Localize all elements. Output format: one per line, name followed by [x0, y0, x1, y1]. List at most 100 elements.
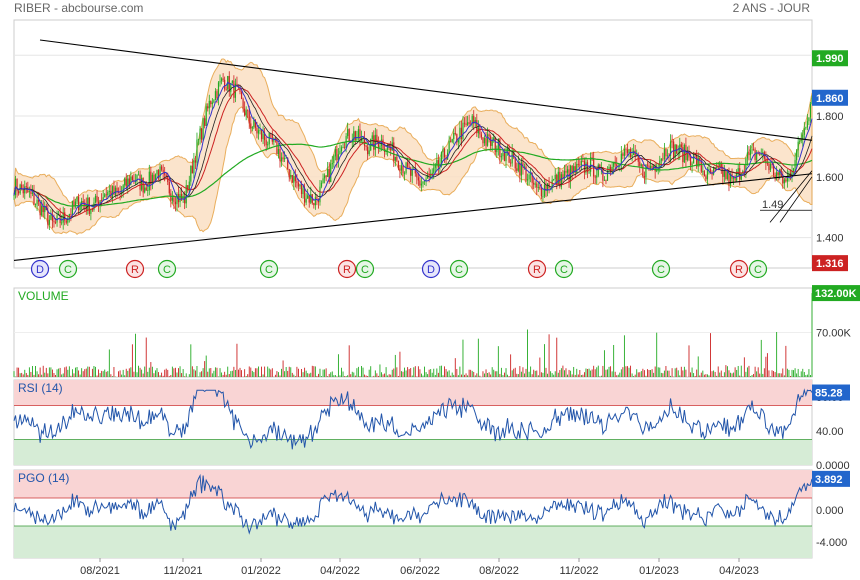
- price-candle: [453, 132, 455, 140]
- price-candle: [74, 201, 77, 207]
- price-candle: [161, 166, 163, 170]
- price-candle: [34, 204, 37, 205]
- price-candle: [806, 121, 808, 128]
- price-candle: [562, 174, 564, 179]
- signal-label: R: [343, 264, 351, 276]
- price-candle: [751, 149, 753, 151]
- pgo-tick-label: 0.000: [816, 505, 844, 517]
- price-candle: [320, 182, 323, 187]
- price-candle: [67, 218, 69, 223]
- price-candle: [525, 166, 527, 181]
- price-candle: [732, 176, 735, 179]
- price-candle: [257, 130, 260, 134]
- price-candle: [596, 175, 598, 178]
- price-candle: [356, 137, 358, 141]
- price-candle: [588, 171, 590, 173]
- price-candle: [734, 176, 736, 181]
- price-candle: [254, 120, 256, 128]
- price-candle: [513, 151, 515, 158]
- price-candle: [491, 140, 493, 146]
- signal-label: D: [36, 264, 44, 276]
- price-candle: [179, 193, 181, 203]
- price-candle: [354, 131, 356, 141]
- price-candle: [417, 177, 419, 181]
- signal-label: C: [455, 264, 463, 276]
- price-candle: [654, 165, 656, 172]
- price-candle: [280, 157, 283, 162]
- price-candle: [589, 157, 592, 172]
- price-candle: [756, 152, 758, 160]
- price-candle: [47, 210, 49, 225]
- price-candle: [514, 157, 516, 169]
- price-candle: [577, 163, 579, 165]
- price-candle: [39, 201, 41, 216]
- volume-badge: [812, 285, 860, 302]
- price-candle: [706, 169, 709, 180]
- x-tick-label: 08/2022: [479, 565, 519, 577]
- price-candle: [631, 154, 633, 157]
- price-candle: [333, 156, 335, 163]
- price-candle: [506, 147, 509, 151]
- price-candle: [299, 184, 301, 187]
- price-candle: [396, 156, 398, 161]
- price-candle: [182, 197, 184, 200]
- price-candle: [156, 170, 158, 175]
- price-candle: [490, 136, 492, 146]
- price-candle: [771, 163, 773, 165]
- price-candle: [765, 158, 767, 164]
- price-candle: [669, 141, 672, 156]
- price-candle: [13, 195, 15, 196]
- volume-tick-label: 70.00K: [816, 328, 852, 340]
- price-candle: [313, 203, 315, 206]
- price-candle: [236, 83, 238, 87]
- price-candle: [585, 162, 587, 173]
- chart-period: 2 ANS - JOUR: [732, 1, 810, 15]
- price-candle: [437, 160, 439, 168]
- price-candle: [460, 127, 463, 140]
- price-candle: [643, 176, 646, 178]
- signal-marker: [421, 259, 441, 279]
- price-candle: [714, 167, 716, 169]
- price-candle: [716, 166, 718, 168]
- price-candle: [136, 175, 138, 182]
- price-candle: [486, 134, 489, 146]
- price-candle: [33, 192, 35, 205]
- price-candle: [677, 152, 679, 154]
- price-candle: [554, 174, 556, 179]
- price-candle: [712, 167, 715, 175]
- price-candle: [48, 219, 50, 225]
- price-candle: [51, 214, 54, 221]
- price-candle: [665, 149, 667, 157]
- price-candle: [230, 83, 232, 92]
- price-candle: [217, 82, 220, 99]
- price-candle: [479, 127, 481, 135]
- rsi-badge-label: 85.28: [815, 388, 843, 400]
- price-candle: [410, 168, 412, 176]
- pgo-title: PGO (14): [18, 471, 69, 485]
- price-candle: [737, 168, 739, 172]
- price-candle: [220, 78, 223, 82]
- price-candle: [225, 89, 227, 91]
- price-candle: [293, 176, 295, 183]
- price-candle: [130, 176, 132, 185]
- price-candle: [213, 100, 215, 103]
- signal-label: R: [533, 264, 541, 276]
- price-candle: [256, 127, 258, 134]
- price-candle: [90, 208, 92, 214]
- price-candle: [76, 196, 78, 202]
- price-candle: [703, 171, 705, 177]
- price-candle: [634, 150, 636, 157]
- price-candle: [153, 174, 155, 182]
- x-tick-label: 11/2021: [164, 565, 203, 577]
- price-candle: [802, 134, 804, 140]
- price-candle: [224, 79, 226, 90]
- signal-marker: [157, 259, 177, 279]
- price-candle: [625, 148, 627, 150]
- price-candle: [323, 175, 326, 179]
- price-candle: [337, 154, 340, 161]
- price-candle: [294, 176, 296, 182]
- price-candle: [282, 157, 284, 160]
- price-candle: [777, 172, 779, 175]
- price-candle: [583, 161, 586, 173]
